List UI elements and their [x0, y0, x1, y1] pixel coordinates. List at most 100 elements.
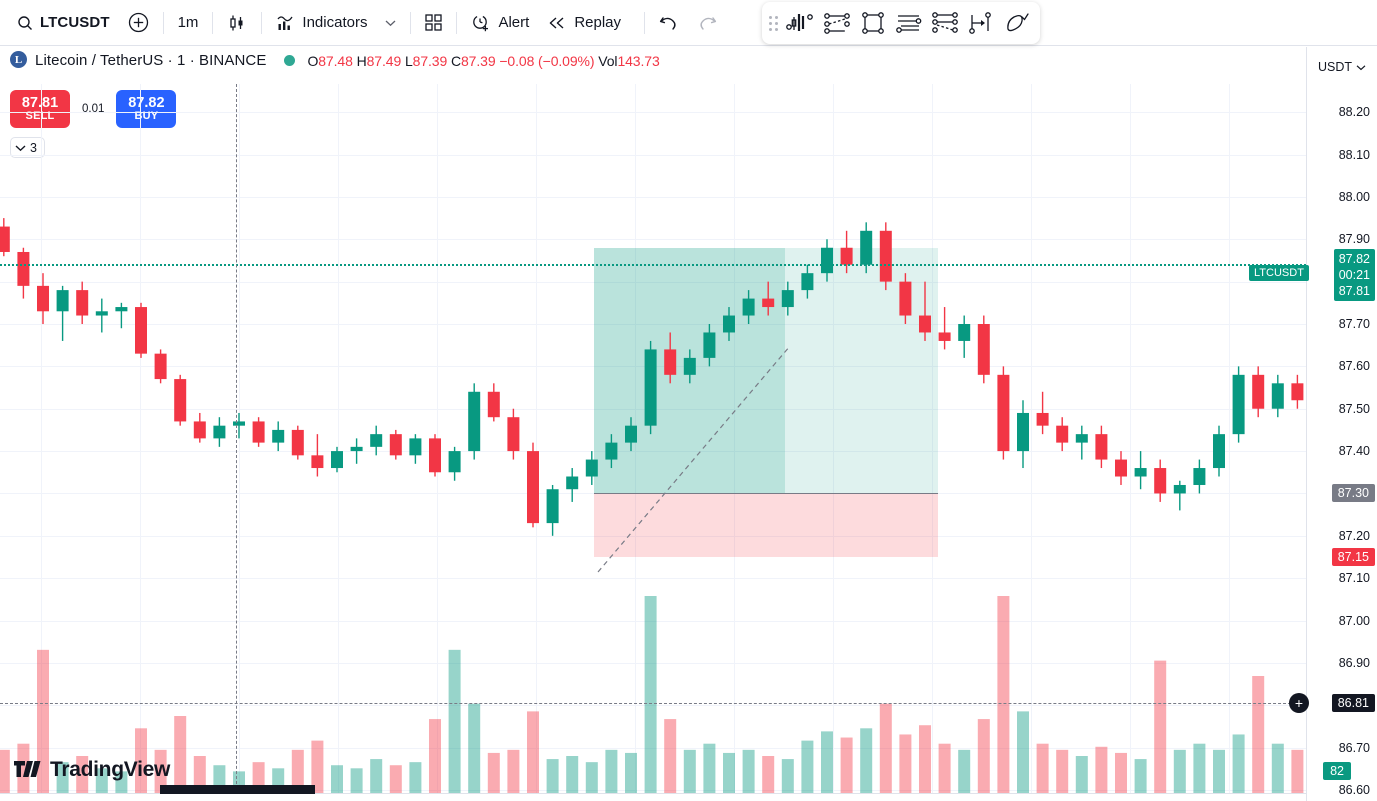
indicators-label: Indicators — [302, 14, 368, 31]
pattern-measure-tool[interactable] — [784, 6, 818, 40]
crosshair-vertical-line — [236, 84, 237, 794]
trade-panel: 87.81 SELL 0.01 87.82 BUY — [10, 90, 177, 128]
brush-tool[interactable] — [1000, 6, 1034, 40]
grid-line-vertical — [1031, 84, 1032, 794]
top-toolbar: LTCUSDT 1m — [0, 0, 1377, 46]
alarm-clock-plus-icon — [471, 13, 491, 33]
chevron-down-icon — [385, 19, 396, 27]
grid-line-vertical — [1130, 84, 1131, 794]
trend-channel-icon — [824, 11, 850, 35]
current-price-badge: 87.82 00:21 87.81 — [1333, 249, 1375, 302]
grid-line-horizontal — [0, 790, 1306, 791]
long-position-icon — [968, 11, 994, 35]
grid-line-vertical — [239, 84, 240, 794]
grid-line-vertical — [734, 84, 735, 794]
redo-button[interactable] — [688, 7, 726, 39]
currency-unit-label: USDT — [1317, 60, 1352, 74]
chart-type-button[interactable] — [218, 7, 256, 39]
price-tick-label: 86.60 — [1338, 783, 1370, 797]
bar-countdown: 00:21 — [1338, 268, 1370, 283]
symbol-label: LTCUSDT — [40, 14, 110, 31]
price-scale[interactable]: USDT LTCUSDT 87.82 00:21 87.81 87.30 87.… — [1249, 47, 1377, 801]
spread-value: 0.01 — [82, 103, 105, 115]
grid-line-horizontal — [0, 324, 1306, 325]
horizontal-scrollbar[interactable] — [160, 785, 315, 794]
quantity-value: 3 — [30, 140, 37, 155]
symbol-legend: L Litecoin / TetherUS · 1 · BINANCE O87.… — [0, 47, 1377, 74]
tradingview-wordmark: TradingView — [50, 758, 171, 781]
floating-drawing-toolbar — [762, 2, 1040, 44]
grid-line-vertical — [1229, 84, 1230, 794]
price-tick-label: 86.90 — [1338, 655, 1370, 670]
low-value: 87.39 — [412, 52, 448, 69]
pattern-measure-icon — [786, 11, 816, 35]
price-tick-label: 87.10 — [1338, 571, 1370, 586]
indicators-button[interactable]: Indicators — [267, 7, 376, 39]
redo-icon — [697, 14, 717, 32]
symbol-price-tag: LTCUSDT — [1249, 265, 1309, 282]
close-label: C — [450, 52, 461, 69]
volume-label: Vol — [598, 52, 618, 69]
grid-line-horizontal — [0, 535, 1306, 537]
buy-button[interactable]: 87.82 BUY — [116, 90, 177, 128]
long-position-entry-line — [594, 493, 938, 495]
quantity-dropdown[interactable]: 3 — [10, 137, 45, 158]
sell-price: 87.81 — [21, 94, 59, 111]
undo-button[interactable] — [650, 7, 688, 39]
tradingview-logo-icon — [14, 759, 42, 781]
volume-series — [0, 596, 1304, 794]
indicators-icon — [276, 13, 295, 32]
price-tick-label: 88.00 — [1338, 189, 1370, 204]
timeframe-button[interactable]: 1m — [169, 7, 208, 39]
price-tick-label: 86.70 — [1338, 740, 1370, 755]
open-label: O — [307, 52, 319, 69]
grid-templates-icon — [425, 14, 443, 31]
current-price-line — [0, 264, 1306, 266]
grid-line-horizontal — [0, 281, 1306, 283]
sell-button[interactable]: 87.81 SELL — [10, 90, 70, 128]
toolbar-divider — [410, 11, 412, 34]
rectangle-tool[interactable] — [856, 6, 890, 40]
grid-line-vertical — [140, 84, 141, 794]
crosshair-horizontal-line — [0, 703, 1306, 704]
candlestick-series — [0, 218, 1304, 536]
drag-handle-icon[interactable] — [769, 15, 778, 31]
crosshair-add-alert-icon[interactable]: + — [1289, 693, 1309, 713]
indicators-dropdown-button[interactable] — [376, 7, 405, 39]
grid-line-horizontal — [0, 747, 1306, 749]
grid-line-vertical — [932, 84, 933, 794]
alert-button[interactable]: Alert — [462, 7, 538, 39]
market-status-dot — [284, 55, 296, 66]
currency-unit-button[interactable]: USDT — [1312, 56, 1372, 78]
price-tick-label: 88.20 — [1338, 105, 1370, 120]
stop-price-badge: 87.15 — [1331, 548, 1375, 566]
brush-icon — [1004, 11, 1030, 35]
long-position-tool[interactable] — [964, 6, 998, 40]
price-tick-label: 87.60 — [1338, 359, 1370, 374]
current-price-value: 87.82 — [1338, 252, 1370, 267]
toolbar-divider — [261, 11, 263, 34]
add-symbol-button[interactable] — [119, 7, 158, 39]
litecoin-logo-icon: L — [10, 51, 27, 68]
symbol-search-button[interactable]: LTCUSDT — [8, 7, 119, 39]
templates-button[interactable] — [416, 7, 451, 39]
close-value: 87.39 — [461, 52, 496, 69]
chevron-down-icon — [1356, 64, 1366, 71]
trend-line-drawing — [597, 345, 791, 573]
fib-retracement-icon — [896, 11, 922, 35]
chart-pane[interactable]: TradingView — [0, 84, 1306, 794]
trend-channel-tool[interactable] — [820, 6, 854, 40]
price-tick-label: 87.20 — [1338, 528, 1370, 543]
ohlc-values: O87.48 H87.49 L87.39 C87.39 −0.08 (−0.09… — [307, 53, 659, 69]
fib-retracement-tool[interactable] — [892, 6, 926, 40]
replay-button[interactable]: Replay — [538, 7, 630, 39]
search-icon — [17, 15, 33, 31]
rewind-icon — [547, 15, 567, 31]
legend-title[interactable]: Litecoin / TetherUS · 1 · BINANCE — [35, 52, 267, 69]
buy-price: 87.82 — [128, 94, 165, 111]
change-value: −0.08 (−0.09%) — [499, 52, 595, 69]
price-tick-label: 87.00 — [1338, 613, 1370, 628]
pitchfork-tool[interactable] — [928, 6, 962, 40]
price-tick-label: 87.70 — [1338, 317, 1370, 331]
